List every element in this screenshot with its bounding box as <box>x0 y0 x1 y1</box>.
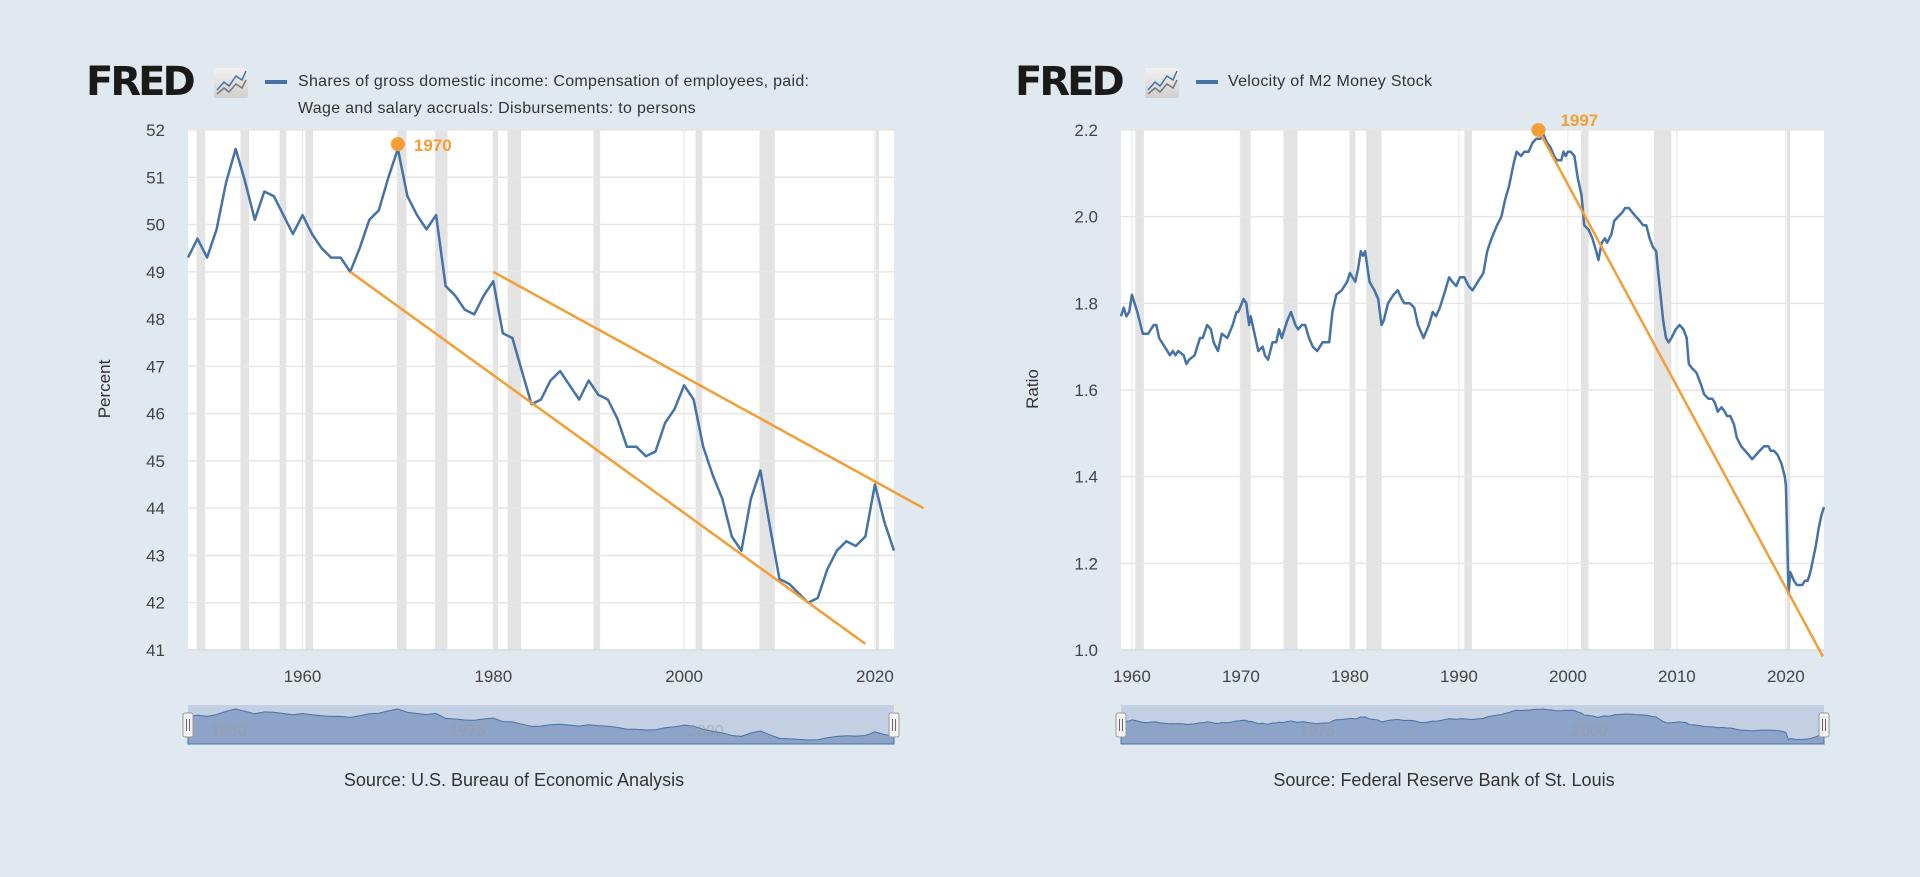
recession-band <box>493 130 499 650</box>
y-tick-label: 46 <box>146 405 165 424</box>
recession-band <box>593 130 601 650</box>
series-line <box>1119 133 1826 595</box>
x-tick-label: 1960 <box>1113 667 1151 686</box>
fred-logo[interactable]: FRED <box>86 59 196 105</box>
series-line <box>186 147 896 604</box>
recession-band <box>240 130 250 650</box>
y-tick-label: 51 <box>146 168 165 187</box>
y-tick-label: 1.6 <box>1074 381 1098 400</box>
trend-line <box>1537 129 1825 658</box>
navigator-year-label: 2000 <box>1572 723 1608 740</box>
y-tick-label: 48 <box>146 310 165 329</box>
navigator-year-label: 1950 <box>211 723 247 740</box>
navigator-series-area <box>187 708 895 745</box>
x-tick-label: 2000 <box>1549 667 1587 686</box>
chart-right-svg: 1.0 1.2 1.4 1.6 1.8 2.0 2.2 1960 1970 1980 1990 200… <box>1074 111 1830 745</box>
legend-line-1: Shares of gross domestic income: Compens… <box>298 73 810 90</box>
recession-band <box>875 130 879 650</box>
recession-band <box>196 130 206 650</box>
plot-area <box>188 130 894 650</box>
fred-chart-icon <box>214 68 248 98</box>
legend-series-marker <box>265 80 287 84</box>
x-tick-label: 2010 <box>1658 667 1696 686</box>
y-tick-label: 2.2 <box>1074 121 1098 140</box>
source-note: Source: Federal Reserve Bank of St. Loui… <box>1273 770 1615 790</box>
annotation-label: 1970 <box>414 136 452 155</box>
y-tick-label: 1.4 <box>1074 468 1098 487</box>
legend-label[interactable]: Velocity of M2 Money Stock <box>1228 68 1432 95</box>
recession-band <box>279 130 287 650</box>
x-tick-label: 1980 <box>1331 667 1369 686</box>
navigator-year-label: 2000 <box>688 723 724 740</box>
trend-line <box>349 270 867 645</box>
x-tick-label: 1960 <box>284 667 322 686</box>
annotation-label: 1997 <box>1560 111 1598 130</box>
legend-series-marker <box>1196 80 1218 84</box>
y-tick-label: 47 <box>146 357 165 376</box>
y-tick-label: 52 <box>146 121 165 140</box>
x-tick-label: 1990 <box>1440 667 1478 686</box>
x-tick-label: 1980 <box>474 667 512 686</box>
navigator-left-handle[interactable] <box>182 712 194 738</box>
navigator-left-handle[interactable] <box>1115 712 1127 738</box>
y-tick-label: 49 <box>146 263 165 282</box>
recession-band <box>759 130 775 650</box>
chart-left-svg: 41 42 43 44 45 46 47 48 49 50 51 52 1960 1980 2000 2020… <box>146 121 925 745</box>
recession-band <box>396 130 407 650</box>
recession-band <box>435 130 448 650</box>
annotation-marker <box>390 137 405 152</box>
y-tick-label: 41 <box>146 641 165 660</box>
source-note: Source: U.S. Bureau of Economic Analysis <box>343 770 685 790</box>
y-tick-label: 43 <box>146 546 165 565</box>
y-tick-label: 44 <box>146 499 165 518</box>
fred-chart-icon <box>1145 68 1179 98</box>
recession-band <box>305 130 313 650</box>
y-tick-label: 1.0 <box>1074 641 1098 660</box>
trend-line <box>492 270 925 510</box>
legend-line-1: Velocity of M2 Money Stock <box>1228 73 1433 90</box>
x-tick-label: 2020 <box>856 667 894 686</box>
y-tick-label: 42 <box>146 594 165 613</box>
legend-label[interactable]: Shares of gross domestic income: Compens… <box>298 68 809 122</box>
y-tick-label: 2.0 <box>1074 208 1098 227</box>
navigator-year-label: 1975 <box>450 723 486 740</box>
recession-band <box>695 130 703 650</box>
legend-line-2: Wage and salary accruals: Disbursements:… <box>298 100 696 117</box>
navigator-right-handle[interactable] <box>888 712 900 738</box>
fred-logo[interactable]: FRED <box>1015 59 1125 105</box>
y-tick-label: 50 <box>146 216 165 235</box>
x-tick-label: 1970 <box>1222 667 1260 686</box>
x-tick-label: 2000 <box>665 667 703 686</box>
annotation-marker <box>1531 123 1546 137</box>
navigator-right-handle[interactable] <box>1818 712 1830 738</box>
navigator-year-label: 1975 <box>1299 723 1335 740</box>
navigator-series-area <box>1120 708 1825 745</box>
y-tick-label: 45 <box>146 452 165 471</box>
x-tick-label: 2020 <box>1767 667 1805 686</box>
y-tick-label: 1.8 <box>1074 294 1098 313</box>
y-tick-label: 1.2 <box>1074 554 1098 573</box>
